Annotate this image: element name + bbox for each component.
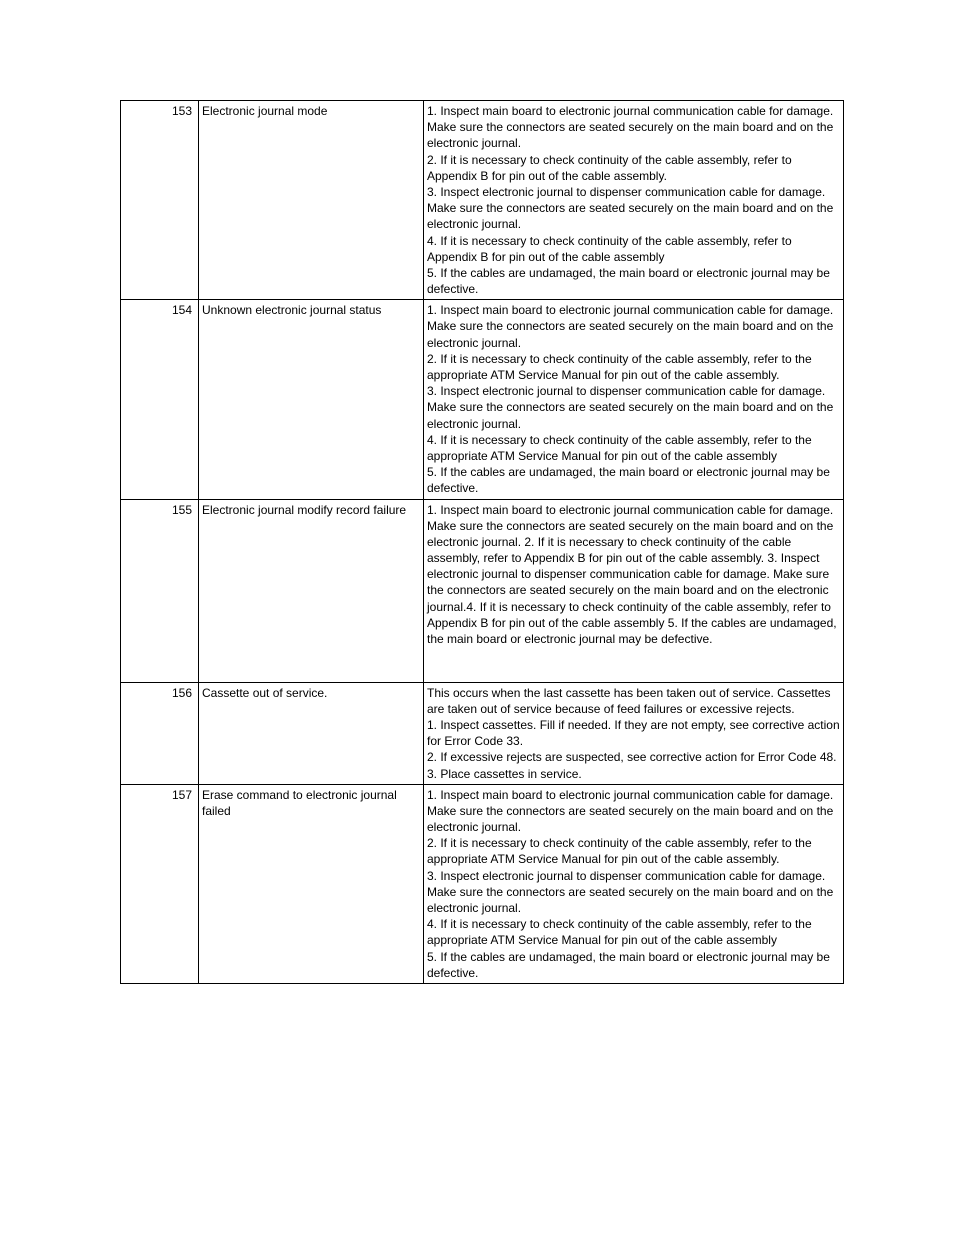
error-action: 1. Inspect main board to electronic jour… [424, 300, 844, 499]
table-body: 153Electronic journal mode1. Inspect mai… [121, 101, 844, 984]
table-row: 154Unknown electronic journal status1. I… [121, 300, 844, 499]
error-title: Cassette out of service. [199, 682, 424, 784]
table-row: 155Electronic journal modify record fail… [121, 499, 844, 682]
error-action: 1. Inspect main board to electronic jour… [424, 784, 844, 983]
error-code: 156 [121, 682, 199, 784]
error-action: 1. Inspect main board to electronic jour… [424, 499, 844, 682]
error-title: Electronic journal modify record failure [199, 499, 424, 682]
error-title: Electronic journal mode [199, 101, 424, 300]
table-row: 156Cassette out of service.This occurs w… [121, 682, 844, 784]
table-row: 157Erase command to electronic journal f… [121, 784, 844, 983]
error-action: 1. Inspect main board to electronic jour… [424, 101, 844, 300]
error-title: Erase command to electronic journal fail… [199, 784, 424, 983]
table-row: 153Electronic journal mode1. Inspect mai… [121, 101, 844, 300]
error-code: 153 [121, 101, 199, 300]
error-code: 157 [121, 784, 199, 983]
error-code-table: 153Electronic journal mode1. Inspect mai… [120, 100, 844, 984]
error-title: Unknown electronic journal status [199, 300, 424, 499]
error-code: 155 [121, 499, 199, 682]
error-action: This occurs when the last cassette has b… [424, 682, 844, 784]
error-code: 154 [121, 300, 199, 499]
